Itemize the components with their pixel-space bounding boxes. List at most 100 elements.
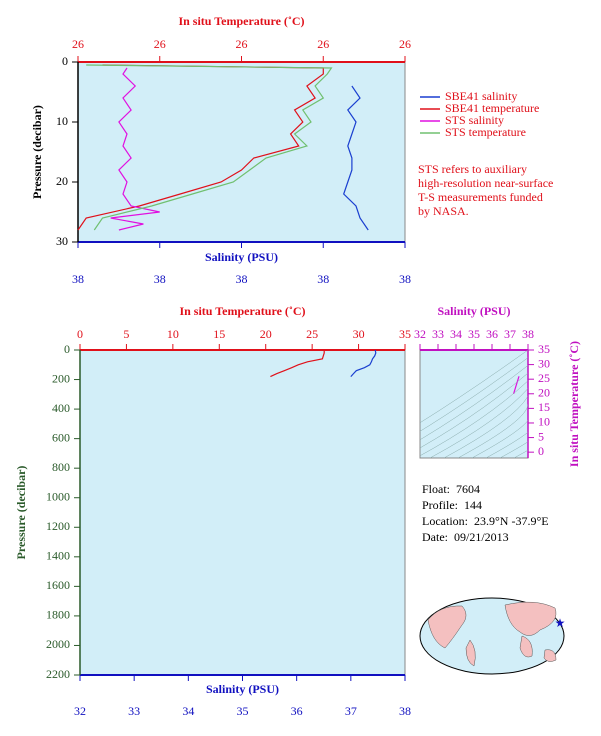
x-axis-title: Salinity (PSU) (437, 304, 510, 318)
y-tick-label: 800 (52, 460, 70, 474)
y-tick-label: 25 (538, 371, 550, 385)
profile-line (513, 376, 520, 394)
density-contour (420, 357, 528, 432)
y-tick-label: 20 (56, 174, 68, 188)
profile-line (350, 349, 377, 378)
info-value: 144 (464, 498, 482, 512)
x-axis-title: Salinity (PSU) (205, 250, 278, 264)
x-tick-label: 38 (154, 272, 166, 286)
y-tick-label: 15 (538, 400, 550, 414)
y-tick-label: 1200 (46, 519, 70, 533)
plot-area (77, 61, 406, 243)
x-tick-label: 34 (182, 704, 194, 718)
x-axis-title: In situ Temperature (˚C) (179, 304, 305, 318)
density-contour (499, 426, 528, 458)
density-contour (443, 396, 528, 458)
profile-line (77, 64, 324, 231)
profile-line (270, 350, 325, 378)
x-tick-label: 33 (432, 327, 444, 341)
y-tick-label: 30 (56, 234, 68, 248)
float-info: Profile: 144 (422, 498, 482, 512)
x-tick-label: 32 (414, 327, 426, 341)
x-tick-label: 26 (317, 37, 329, 51)
info-label: Date: (422, 530, 448, 544)
legend-label: SBE41 salinity (445, 89, 517, 103)
density-contour (420, 372, 528, 449)
x-tick-label: 20 (260, 327, 272, 341)
world-map: ★ (419, 597, 565, 675)
x-tick-label: 26 (154, 37, 166, 51)
y-tick-label: 2000 (46, 637, 70, 651)
density-contour (457, 403, 528, 458)
info-label: Profile: (422, 498, 458, 512)
y-axis-title: Pressure (decibar) (30, 105, 44, 199)
y-tick-label: 1800 (46, 608, 70, 622)
y-tick-label: 0 (62, 54, 68, 68)
x-tick-label: 38 (236, 272, 248, 286)
x-tick-label: 26 (236, 37, 248, 51)
x-tick-label: 32 (74, 704, 86, 718)
map-land (465, 639, 476, 667)
x-tick-label: 33 (128, 704, 140, 718)
float-info: Location: 23.9°N -37.9°E (422, 514, 549, 528)
density-contour (471, 411, 528, 458)
x-tick-label: 37 (504, 327, 516, 341)
map-land (543, 649, 557, 662)
legend-label: SBE41 temperature (445, 101, 539, 115)
info-label: Float: (422, 482, 450, 496)
y-tick-label: 10 (56, 114, 68, 128)
map-land (519, 635, 533, 658)
density-contour (420, 365, 528, 441)
plot-area (79, 349, 406, 676)
x-tick-label: 35 (468, 327, 480, 341)
x-tick-label: 35 (399, 327, 411, 341)
x-tick-label: 15 (213, 327, 225, 341)
y-tick-label: 20 (538, 386, 550, 400)
y-tick-label: 600 (52, 430, 70, 444)
y-tick-label: 2200 (46, 667, 70, 681)
info-label: Location: (422, 514, 468, 528)
y-tick-label: 1000 (46, 489, 70, 503)
x-tick-label: 26 (72, 37, 84, 51)
density-contour (485, 419, 528, 458)
x-tick-label: 36 (486, 327, 498, 341)
x-axis-title: In situ Temperature (˚C) (178, 14, 304, 28)
y-tick-label: 0 (64, 342, 70, 356)
y-tick-label: 200 (52, 371, 70, 385)
legend-label: STS salinity (445, 113, 504, 127)
density-contour (420, 350, 528, 424)
x-tick-label: 25 (306, 327, 318, 341)
y-tick-label: 1400 (46, 549, 70, 563)
x-tick-label: 30 (353, 327, 365, 341)
y-tick-label: 5 (538, 429, 544, 443)
x-tick-label: 38 (317, 272, 329, 286)
y-tick-label: 0 (538, 444, 544, 458)
y-tick-label: 10 (538, 415, 550, 429)
profile-line (110, 67, 160, 231)
chart: 38 38 38 38 38 Salinity (PSU) 26 26 26 26 26 In sit… (30, 14, 554, 286)
annotation: by NASA. (418, 204, 469, 218)
x-tick-label: 26 (399, 37, 411, 51)
x-tick-label: 38 (522, 327, 534, 341)
float-info: Date: 09/21/2013 (422, 530, 509, 544)
profile-line (343, 85, 369, 231)
x-tick-label: 37 (345, 704, 357, 718)
annotation: STS refers to auxiliary (418, 162, 527, 176)
profile-line (86, 64, 333, 231)
density-contour (429, 388, 528, 458)
legend-label: STS temperature (445, 125, 526, 139)
annotation: high-resolution near-surface (418, 176, 553, 190)
info-value: 7604 (456, 482, 480, 496)
x-tick-label: 10 (167, 327, 179, 341)
y-tick-label: 1600 (46, 578, 70, 592)
density-contour (513, 434, 528, 458)
map-land (504, 601, 557, 636)
x-tick-label: 0 (77, 327, 83, 341)
plot-area (419, 349, 529, 459)
y-tick-label: 400 (52, 401, 70, 415)
x-tick-label: 38 (399, 272, 411, 286)
